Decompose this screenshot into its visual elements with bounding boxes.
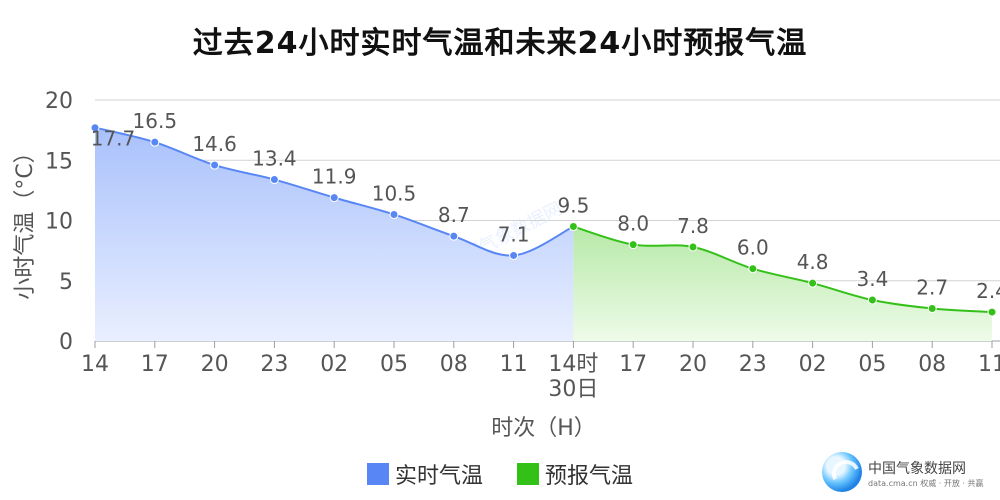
data-point [568,222,578,232]
y-tick-label: 15 [45,149,73,174]
data-label: 17.7 [91,127,136,151]
data-label: 10.5 [372,181,417,205]
data-point [867,295,877,305]
x-tick-label: 14时 [548,352,598,377]
data-point [808,278,818,288]
data-point [90,123,100,133]
x-tick-label: 20 [679,352,707,377]
data-point [628,240,638,250]
cma-data-logo: 中国气象数据网 data.cma.cn 权威 · 开放 · 共赢 [822,452,997,496]
data-label: 7.1 [498,222,530,246]
data-label: 4.8 [797,250,829,274]
data-label: 13.4 [252,147,297,171]
x-tick-label: 05 [380,352,408,377]
data-label: 11.9 [312,165,357,189]
logo-subtext: data.cma.cn 权威 · 开放 · 共赢 [868,479,984,488]
x-tick-label: 05 [858,352,886,377]
data-point [389,209,399,219]
y-tick-label: 20 [45,89,73,114]
chart-title: 过去24小时实时气温和未来24小时预报气温 [192,26,808,61]
data-point [449,231,459,241]
x-tick-label: 02 [799,352,827,377]
data-point [987,307,997,317]
legend-swatch-forecast [517,463,539,485]
series-line-forecast [573,225,993,314]
data-label: 16.5 [133,109,178,133]
x-tick-label: 20 [201,352,229,377]
logo-text: 中国气象数据网 [868,461,966,477]
x-tick-label: 11 [978,352,1000,377]
legend-swatch-observed [366,463,389,485]
y-tick-label: 5 [59,270,73,295]
x-tick-label: 23 [260,352,288,377]
data-label: 7.8 [677,214,709,238]
legend: 实时气温 预报气温 [0,458,1000,490]
legend-item-forecast: 预报气温 [517,458,633,490]
data-point [509,250,519,260]
x-tick-sublabel: 30日 [548,377,598,402]
data-label: 8.0 [617,212,649,236]
data-point [210,160,220,170]
legend-item-observed: 实时气温 [366,458,483,490]
data-label: 3.4 [856,267,888,291]
data-point [150,137,160,147]
data-point [927,303,937,313]
data-point [688,242,698,252]
y-tick-label: 0 [59,330,73,355]
cma-globe-icon [822,452,862,492]
data-point [748,264,758,274]
x-tick-label: 08 [440,352,468,377]
data-label: 14.6 [192,132,237,156]
x-tick-label: 02 [320,352,348,377]
x-tick-label: 11 [500,352,528,377]
data-label: 8.7 [438,203,470,227]
data-label: 6.0 [737,236,769,260]
x-axis-label: 时次（H） [491,416,596,441]
area-forecast [573,226,992,341]
legend-label-forecast: 预报气温 [545,464,634,489]
x-tick-label: 08 [918,352,946,377]
data-label: 2.7 [916,275,948,299]
y-axis-label: 小时气温（°C） [13,141,38,299]
data-point [269,175,279,185]
y-tick-label: 10 [45,210,73,235]
x-tick-label: 17 [619,352,647,377]
data-label: 9.5 [557,194,589,218]
data-point [329,193,339,203]
x-tick-label: 23 [739,352,767,377]
legend-label-observed: 实时气温 [394,464,483,489]
data-label: 2.4 [976,279,1000,303]
x-tick-label: 17 [141,352,169,377]
x-tick-label: 14 [81,352,109,377]
area-observed [95,127,574,341]
